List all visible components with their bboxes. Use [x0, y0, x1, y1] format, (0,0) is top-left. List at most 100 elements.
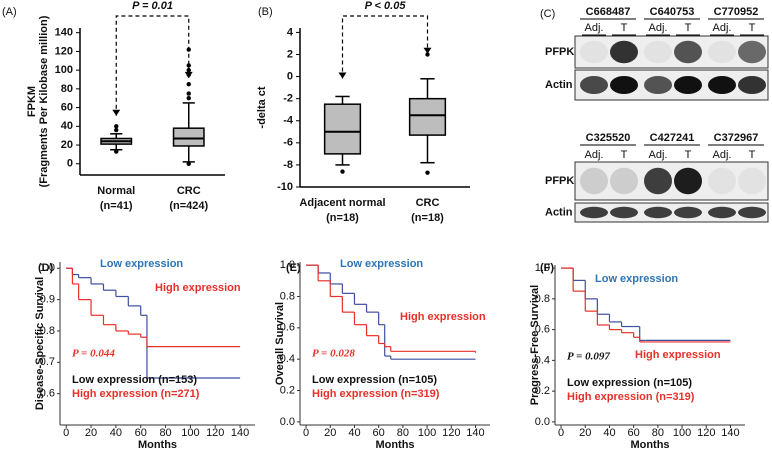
y-axis-label: FPKM — [26, 86, 38, 117]
x-tick-count: (n=18) — [326, 212, 359, 224]
panel-label: (F) — [540, 262, 554, 274]
legend-label: High expression — [155, 282, 241, 294]
x-tick-label: CRC — [416, 197, 440, 209]
note: Low expression (n=105) — [312, 374, 437, 386]
y-tick-label: 0.2 — [535, 385, 550, 397]
panel-label: (B) — [258, 6, 273, 18]
legend-label: Low expression — [595, 273, 678, 285]
note: High expression (n=319) — [567, 391, 695, 403]
arrow-head — [338, 72, 347, 79]
lane-label: Adj. — [585, 22, 604, 34]
note: High expression (n=319) — [312, 388, 440, 400]
outlier — [186, 96, 191, 101]
x-tick-count: (n=18) — [411, 212, 444, 224]
row-label: Actin — [545, 79, 573, 91]
outlier — [114, 124, 119, 129]
x-tick-label: 120 — [442, 427, 460, 439]
y-tick-label: 60 — [61, 101, 73, 113]
y-tick-label: 0.4 — [535, 354, 550, 366]
y-axis-label: (Fragments Per Kilobase million) — [38, 15, 50, 187]
x-tick-label: 0 — [63, 427, 69, 439]
legend-label: Low expression — [100, 258, 183, 270]
outlier — [186, 63, 191, 68]
y-tick-label: 100 — [55, 64, 73, 76]
row-label: PFPK — [545, 175, 574, 187]
band — [738, 206, 766, 219]
band — [674, 40, 702, 64]
panel-label: (C) — [540, 8, 555, 20]
y-tick-label: 0.8 — [280, 290, 295, 302]
x-tick-label: 100 — [673, 427, 691, 439]
lane-label: Adj. — [649, 149, 668, 161]
y-tick-label: -4 — [283, 115, 294, 127]
note: Low expression (n=105) — [567, 377, 692, 389]
band — [738, 40, 766, 64]
x-tick-label: 100 — [418, 427, 436, 439]
y-axis-label: -delta ct — [256, 86, 268, 129]
y-tick-label: 0.9 — [40, 294, 55, 306]
band — [738, 167, 766, 195]
x-tick-label: 80 — [397, 427, 409, 439]
band — [644, 167, 672, 195]
band — [644, 76, 672, 94]
band — [580, 76, 608, 94]
y-tick-label: 0 — [287, 70, 293, 82]
y-tick-label: 0.4 — [280, 353, 295, 365]
y-tick-label: 0.6 — [40, 388, 55, 400]
x-tick-count: (n=424) — [169, 200, 208, 212]
band — [708, 40, 736, 64]
arrow-head — [184, 71, 193, 78]
lane-label: Adj. — [713, 149, 732, 161]
legend-label: High expression — [400, 311, 486, 323]
sample-id: C668487 — [586, 6, 631, 18]
y-tick-label: 40 — [61, 120, 73, 132]
box — [172, 127, 205, 147]
p-value: P = 0.01 — [132, 0, 173, 12]
p-value: P = 0.044 — [72, 348, 115, 360]
x-axis-label: Months — [375, 439, 414, 451]
lane-label: T — [621, 149, 628, 161]
lane-label: T — [621, 22, 628, 34]
y-tick-label: 80 — [61, 83, 73, 95]
x-tick-label: CRC — [177, 185, 201, 197]
outlier — [425, 52, 430, 57]
y-tick-label: 1.0 — [535, 262, 550, 274]
row-label: PFPK — [545, 46, 574, 58]
y-tick-label: 1.0 — [280, 259, 295, 271]
x-tick-label: 20 — [579, 427, 591, 439]
x-tick-label: 100 — [181, 427, 199, 439]
x-tick-label: 40 — [110, 427, 122, 439]
y-tick-label: -8 — [283, 159, 293, 171]
y-tick-label: 0.8 — [40, 325, 55, 337]
x-tick-label: 60 — [373, 427, 385, 439]
outlier — [114, 127, 119, 133]
arrow-head — [112, 109, 121, 116]
x-tick-label: 40 — [348, 427, 360, 439]
x-tick-label: 80 — [159, 427, 171, 439]
row-label: Actin — [545, 206, 573, 218]
y-tick-label: 20 — [61, 139, 73, 151]
band — [580, 40, 608, 64]
y-axis-label: Disease-Specific Survival — [34, 277, 46, 410]
y-tick-label: 0.0 — [535, 416, 550, 428]
outlier — [186, 161, 191, 166]
x-tick-label: 0 — [303, 427, 309, 439]
y-tick-label: -6 — [283, 137, 293, 149]
box — [323, 103, 362, 155]
outlier — [186, 81, 191, 87]
x-tick-label: 120 — [206, 427, 224, 439]
x-tick-label: Normal — [97, 185, 135, 197]
band — [708, 76, 736, 94]
outlier — [340, 169, 345, 174]
p-value: P = 0.028 — [312, 348, 355, 360]
y-tick-label: 0.7 — [40, 356, 55, 368]
bracket — [115, 15, 190, 116]
y-tick-label: 0.8 — [535, 293, 550, 305]
x-tick-label: 140 — [721, 427, 739, 439]
lane-label: Adj. — [585, 149, 604, 161]
x-tick-label: Adjacent normal — [299, 197, 385, 209]
panel-label: (D) — [38, 262, 54, 274]
y-tick-label: 4 — [287, 26, 294, 38]
p-value: P = 0.097 — [567, 351, 610, 363]
